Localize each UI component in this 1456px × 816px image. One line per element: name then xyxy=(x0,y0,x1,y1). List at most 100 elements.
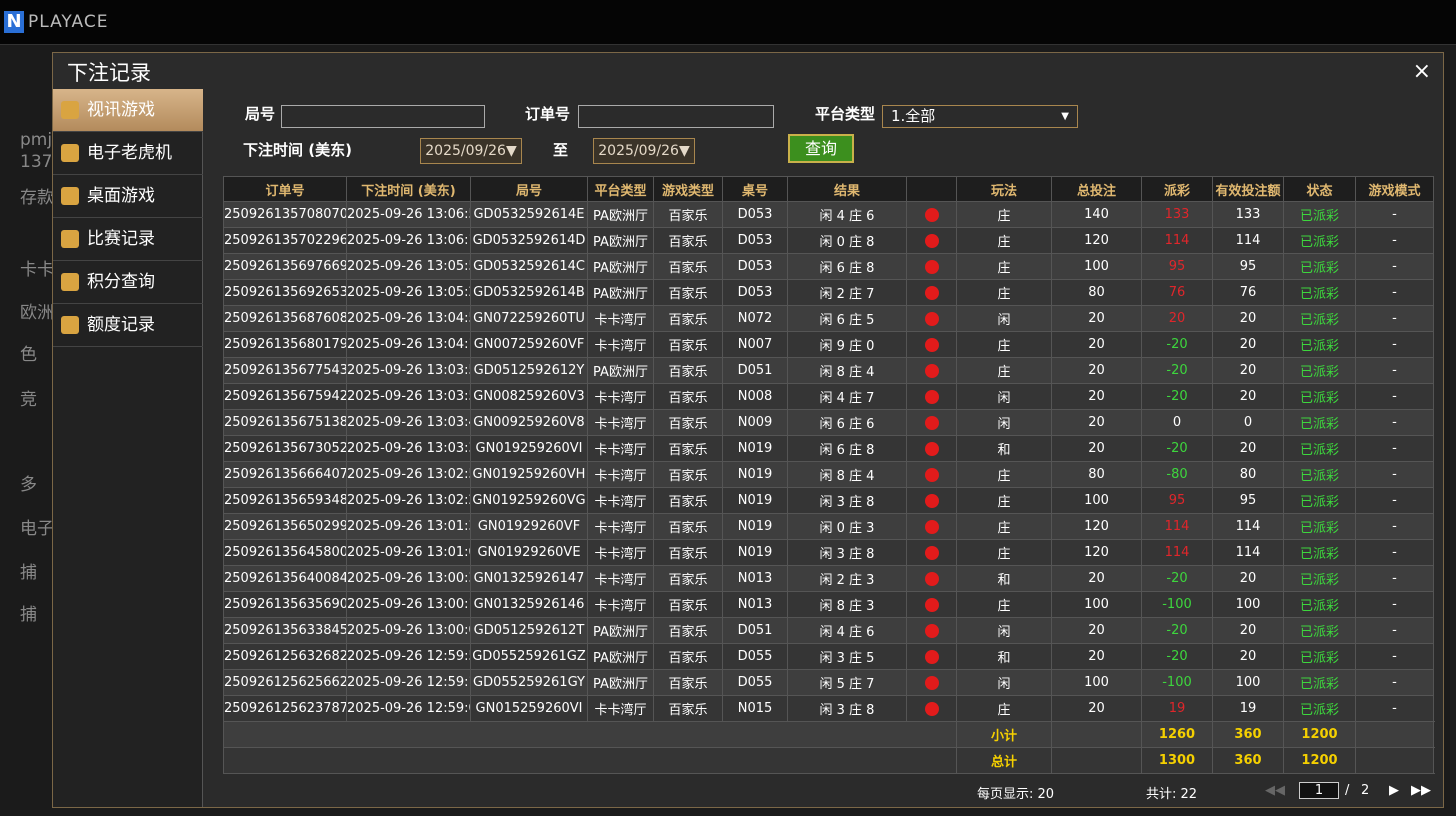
cell: 250926135650299 xyxy=(223,513,347,540)
cell: 百家乐 xyxy=(653,279,723,306)
date-to[interactable]: 2025/09/26▼ xyxy=(593,138,695,164)
menu-icon xyxy=(61,273,79,291)
cell: 百家乐 xyxy=(653,695,723,722)
cell: 0 xyxy=(1141,409,1213,436)
cell: - xyxy=(1355,513,1434,540)
brand: PLAYACE xyxy=(28,12,109,32)
menu-item[interactable]: 桌面游戏 xyxy=(53,175,203,218)
cell: 120 xyxy=(1051,539,1142,566)
play-button[interactable] xyxy=(924,675,939,690)
menu-item[interactable]: 电子老虎机 xyxy=(53,132,203,175)
cell: GD0512592612T xyxy=(470,617,588,644)
menu-label: 电子老虎机 xyxy=(87,143,172,163)
play-button[interactable] xyxy=(924,311,939,326)
cell: 闲 xyxy=(956,383,1052,410)
close-button[interactable]: × xyxy=(1412,59,1431,84)
play-button[interactable] xyxy=(924,597,939,612)
cell: 百家乐 xyxy=(653,565,723,592)
cell: 庄 xyxy=(956,279,1052,306)
cell: GN072259260TU xyxy=(470,305,588,332)
cell: N019 xyxy=(722,487,788,514)
menu-item[interactable]: 视讯游戏 xyxy=(53,89,203,132)
menu-item[interactable]: 比赛记录 xyxy=(53,218,203,261)
play-button[interactable] xyxy=(924,415,939,430)
cell: 闲 3 庄 8 xyxy=(787,487,907,514)
next-page[interactable]: ▶ xyxy=(1389,783,1399,798)
play-button[interactable] xyxy=(924,467,939,482)
cell: 闲 xyxy=(956,617,1052,644)
cell: 2025-09-26 13:02:20 xyxy=(346,487,471,514)
menu-label: 积分查询 xyxy=(87,272,155,292)
cell: 百家乐 xyxy=(653,383,723,410)
order-input[interactable] xyxy=(578,105,774,128)
search-button[interactable]: 查询 xyxy=(788,134,854,163)
cell: - xyxy=(1355,279,1434,306)
cell: PA欧洲厅 xyxy=(587,279,654,306)
cell: 和 xyxy=(956,565,1052,592)
round-input[interactable] xyxy=(281,105,485,128)
cell: 20 xyxy=(1051,305,1142,332)
date-from[interactable]: 2025/09/26▼ xyxy=(420,138,522,164)
play-button[interactable] xyxy=(924,259,939,274)
cell: 闲 6 庄 5 xyxy=(787,305,907,332)
page-input[interactable]: 1 xyxy=(1299,782,1339,799)
cell xyxy=(906,591,957,618)
cell: D053 xyxy=(722,201,788,228)
cell: N072 xyxy=(722,305,788,332)
cell: 卡卡湾厅 xyxy=(587,409,654,436)
cell: 闲 6 庄 8 xyxy=(787,253,907,280)
play-button[interactable] xyxy=(924,571,939,586)
cell: 20 xyxy=(1051,383,1142,410)
cell: PA欧洲厅 xyxy=(587,617,654,644)
play-button[interactable] xyxy=(924,389,939,404)
cell: - xyxy=(1355,617,1434,644)
cell: GD0532592614B xyxy=(470,279,588,306)
cell: 250926125623787 xyxy=(223,695,347,722)
cell: -100 xyxy=(1141,591,1213,618)
play-button[interactable] xyxy=(924,493,939,508)
cell xyxy=(906,357,957,384)
column-header: 派彩 xyxy=(1141,176,1213,202)
background-text: 存款 xyxy=(20,188,54,208)
last-page[interactable]: ▶▶ xyxy=(1411,783,1431,798)
background-text: 欧洲 xyxy=(20,303,54,323)
play-button[interactable] xyxy=(924,337,939,352)
platform-select[interactable]: 1.全部 ▼ xyxy=(882,105,1078,128)
play-button[interactable] xyxy=(924,519,939,534)
cell: GN008259260V3 xyxy=(470,383,588,410)
cell: 20 xyxy=(1051,565,1142,592)
menu-item[interactable]: 额度记录 xyxy=(53,304,203,347)
play-button[interactable] xyxy=(924,623,939,638)
cell: 250926135677543 xyxy=(223,357,347,384)
play-button[interactable] xyxy=(924,701,939,716)
cell: - xyxy=(1355,253,1434,280)
play-button[interactable] xyxy=(924,545,939,560)
play-button[interactable] xyxy=(924,207,939,222)
play-button[interactable] xyxy=(924,233,939,248)
cell: 卡卡湾厅 xyxy=(587,305,654,332)
cell: 20 xyxy=(1051,695,1142,722)
play-button[interactable] xyxy=(924,363,939,378)
cell: 庄 xyxy=(956,357,1052,384)
first-page[interactable]: ◀◀ xyxy=(1265,783,1285,798)
play-button[interactable] xyxy=(924,441,939,456)
play-button[interactable] xyxy=(924,649,939,664)
play-button[interactable] xyxy=(924,285,939,300)
cell: 庄 xyxy=(956,513,1052,540)
cell: 已派彩 xyxy=(1283,565,1356,592)
menu-item[interactable]: 积分查询 xyxy=(53,261,203,304)
cell: 20 xyxy=(1051,409,1142,436)
column-header: 下注时间 (美东) xyxy=(346,176,471,202)
cell: 闲 2 庄 3 xyxy=(787,565,907,592)
cell: - xyxy=(1355,643,1434,670)
page-total: 2 xyxy=(1361,783,1370,798)
cell: 庄 xyxy=(956,227,1052,254)
cell: GN019259260VI xyxy=(470,435,588,462)
